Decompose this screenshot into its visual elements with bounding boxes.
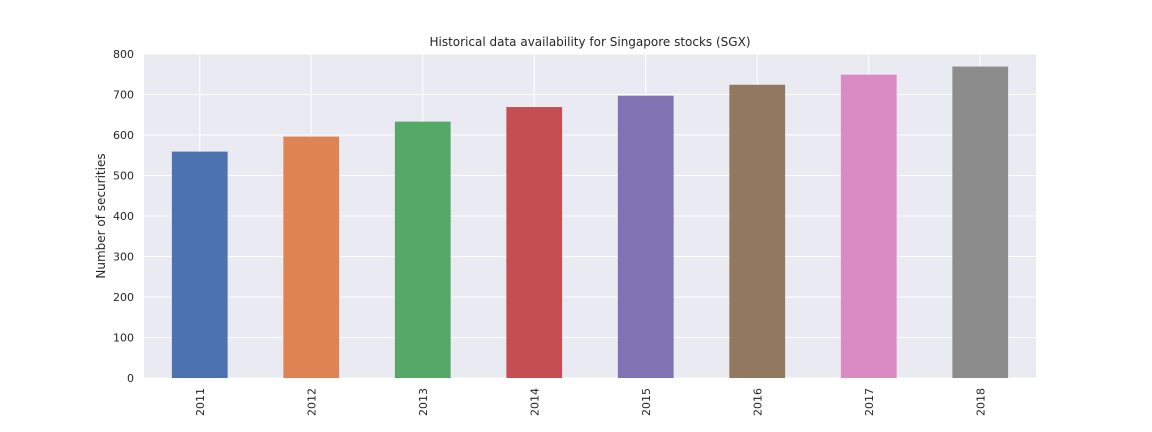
bar-2016 <box>729 84 786 378</box>
x-tick-labels: 2011 2012 2013 2014 2015 2016 2017 2018 <box>194 388 988 416</box>
bar-2012 <box>283 136 340 378</box>
y-tick-label: 200 <box>113 291 134 304</box>
x-tick-label: 2017 <box>863 388 876 416</box>
y-axis-label: Number of securities <box>94 153 108 278</box>
x-tick-label: 2011 <box>194 388 207 416</box>
bar-2013 <box>394 121 451 378</box>
y-tick-label: 300 <box>113 251 134 264</box>
x-tick-label: 2018 <box>974 388 987 416</box>
bars <box>171 66 1009 379</box>
x-tick-label: 2012 <box>305 388 318 416</box>
y-tick-label: 100 <box>113 332 134 345</box>
y-tick-label: 400 <box>113 210 134 223</box>
x-tick-label: 2014 <box>528 388 541 416</box>
bar-2018 <box>952 66 1009 379</box>
chart-title: Historical data availability for Singapo… <box>429 35 750 49</box>
y-tick-label: 800 <box>113 48 134 61</box>
bar-2015 <box>617 95 674 378</box>
y-tick-labels: 0 100 200 300 400 500 600 700 800 <box>113 48 134 385</box>
x-tick-label: 2016 <box>751 388 764 416</box>
x-tick-label: 2013 <box>417 388 430 416</box>
y-tick-label: 500 <box>113 170 134 183</box>
bar-2014 <box>506 107 563 379</box>
bar-2017 <box>840 74 897 378</box>
y-tick-label: 700 <box>113 89 134 102</box>
y-tick-label: 0 <box>127 372 134 385</box>
y-tick-label: 600 <box>113 129 134 142</box>
bar-2011 <box>171 151 228 378</box>
x-tick-label: 2015 <box>640 388 653 416</box>
